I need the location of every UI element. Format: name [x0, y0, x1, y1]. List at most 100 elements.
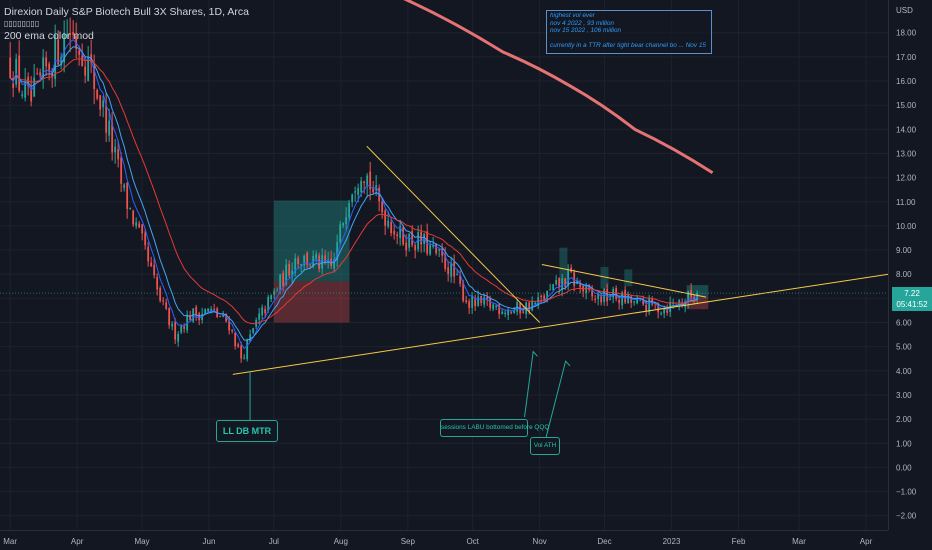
price-axis: USD 18.00 17.00 16.00 15.00 14.00 13.00 12.00 11… — [888, 0, 932, 550]
candle-body — [153, 264, 156, 276]
last-price-tag: 7.22 05:41:52 — [892, 287, 932, 311]
price-tick: 14.00 — [896, 125, 917, 134]
trend-line — [366, 145, 541, 323]
candle-body — [417, 232, 420, 250]
candle-body — [387, 220, 390, 227]
candle-body — [267, 296, 270, 311]
candle-body — [276, 290, 279, 292]
candle-body — [159, 288, 162, 301]
candle-body — [441, 248, 444, 256]
price-tick: 0.00 — [896, 463, 912, 472]
price-tick: 2.00 — [896, 415, 912, 424]
candle-body — [489, 298, 492, 308]
candle-body — [594, 298, 597, 300]
candle-body — [645, 304, 648, 312]
indicator-name[interactable]: 200 ema color mod — [4, 30, 94, 42]
price-tick: 18.00 — [896, 29, 917, 38]
candle-body — [342, 223, 345, 226]
price-tick: 10.00 — [896, 222, 917, 231]
candle-body — [108, 120, 111, 136]
candle-body — [321, 255, 324, 269]
candle-body — [345, 217, 348, 224]
candle-body — [372, 187, 375, 193]
bar-countdown: 05:41:52 — [896, 300, 928, 309]
candle-body — [219, 315, 222, 317]
note-line: nov 4 2022 , 93 million — [550, 19, 614, 27]
candle-body — [39, 72, 42, 76]
volume-highlight — [559, 247, 568, 284]
symbol-title: Direxion Daily S&P Biotech Bull 3X Share… — [4, 6, 249, 18]
candle-body — [156, 277, 159, 290]
candle-body — [501, 311, 504, 314]
candle-body — [546, 290, 549, 302]
candle-body — [426, 231, 429, 254]
candle-body — [648, 297, 651, 312]
candlesticks — [9, 17, 699, 363]
price-tick: 13.00 — [896, 149, 917, 158]
candle-body — [552, 284, 555, 290]
candle-body — [54, 34, 57, 80]
candle-body — [273, 290, 276, 295]
candle-body — [603, 288, 606, 302]
candle-body — [354, 191, 357, 193]
candle-body — [45, 57, 48, 67]
candle-body — [510, 311, 513, 313]
candle-body — [693, 296, 696, 300]
volume-note[interactable]: highest vol ever nov 4 2022 , 93 million… — [546, 10, 712, 54]
candle-body — [468, 301, 471, 308]
chart-legend: Direxion Daily S&P Biotech Bull 3X Share… — [4, 6, 249, 42]
candle-body — [120, 157, 123, 184]
candle-body — [9, 57, 12, 79]
callout-vol-ath[interactable]: Vol ATH — [530, 437, 560, 455]
candle-body — [189, 315, 192, 321]
candle-body — [183, 326, 186, 329]
price-tick: 3.00 — [896, 391, 912, 400]
candle-body — [300, 264, 303, 266]
candle-body — [24, 81, 27, 98]
candle-body — [672, 302, 675, 304]
candle-body — [663, 308, 666, 314]
candle-body — [126, 182, 129, 209]
volume-bars — [559, 247, 633, 289]
candle-body — [288, 263, 291, 276]
candle-body — [339, 224, 342, 243]
candle-body — [279, 274, 282, 291]
candle-body — [333, 259, 336, 269]
candle-body — [492, 304, 495, 310]
price-tick: 1.00 — [896, 439, 912, 448]
candle-body — [84, 66, 87, 76]
candle-body — [513, 310, 516, 313]
candle-body — [351, 194, 354, 203]
candle-body — [486, 297, 489, 301]
candle-body — [36, 73, 39, 75]
candle-body — [222, 314, 225, 317]
candle-body — [636, 297, 639, 304]
candle-body — [450, 263, 453, 277]
callout-sessions[interactable]: sessions LABU bottomed before QQQ — [440, 419, 549, 437]
candle-body — [411, 231, 414, 246]
candle-body — [678, 300, 681, 304]
price-tick: 4.00 — [896, 367, 912, 376]
candle-body — [102, 100, 105, 108]
candle-body — [315, 253, 318, 259]
candle-body — [696, 293, 699, 300]
candle-body — [687, 291, 690, 303]
candle-body — [660, 312, 663, 314]
candle-body — [42, 57, 45, 78]
price-tick: 8.00 — [896, 270, 912, 279]
candle-body — [324, 255, 327, 263]
candle-body — [207, 308, 210, 312]
candle-body — [504, 312, 507, 315]
candle-body — [444, 255, 447, 269]
candle-body — [174, 321, 177, 340]
candle-body — [111, 122, 114, 153]
candle-body — [195, 307, 198, 316]
candle-body — [348, 202, 351, 218]
callout-ll-db-mtr[interactable]: LL DB MTR — [216, 420, 278, 442]
candle-body — [585, 285, 588, 293]
trend-line — [232, 272, 897, 375]
candle-body — [252, 328, 255, 333]
candle-body — [366, 175, 369, 187]
time-tick: May — [134, 537, 149, 546]
